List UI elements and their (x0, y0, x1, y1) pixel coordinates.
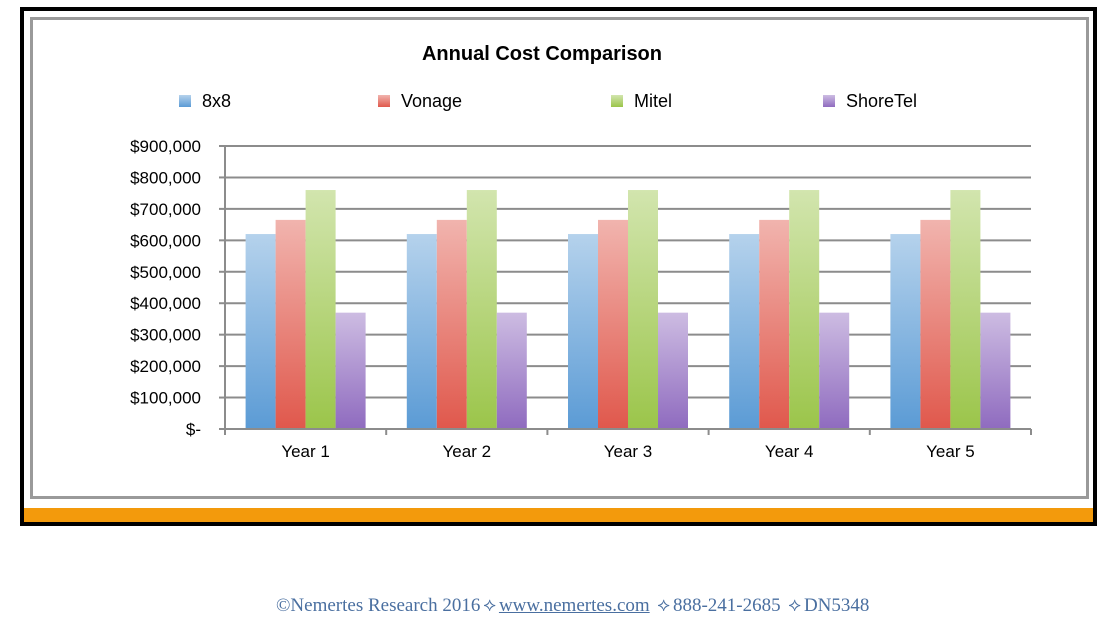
bar-chart: Annual Cost Comparison 8x8 Vonage Mitel Sho… (130, 43, 1032, 461)
legend-label: Vonage (401, 91, 462, 111)
bar-vonage-year-1 (275, 219, 306, 429)
x-tick-label: Year 2 (443, 442, 492, 461)
bar-mitel-year-5 (950, 190, 981, 429)
legend-label: Mitel (634, 91, 672, 111)
bar-mitel-year-1 (305, 190, 336, 429)
y-tick-label: $200,000 (130, 357, 201, 376)
bar-8x8-year-4 (729, 234, 760, 429)
footer-separator: ⟡ (657, 595, 670, 616)
footer-website-link[interactable]: www.nemertes.com (498, 595, 650, 616)
legend: 8x8 Vonage Mitel ShoreTel (179, 91, 917, 111)
x-axis-labels: Year 1 Year 2 Year 3 Year 4 Year 5 (281, 442, 974, 461)
y-tick-label: $900,000 (130, 137, 201, 156)
legend-label: 8x8 (202, 91, 231, 111)
y-tick-label: $600,000 (130, 231, 201, 250)
bar-shoretel-year-1 (335, 312, 366, 429)
y-tick-label: $100,000 (130, 389, 201, 408)
chart-frame: Annual Cost Comparison 8x8 Vonage Mitel Sho… (20, 7, 1097, 526)
bar-mitel-year-2 (466, 190, 497, 429)
footer-doc-id: DN5348 (803, 595, 870, 616)
axes (224, 146, 1032, 435)
legend-swatch (823, 95, 835, 107)
x-tick-label: Year 4 (765, 442, 814, 461)
bar-8x8-year-1 (245, 234, 276, 429)
accent-band (24, 508, 1093, 522)
y-axis-labels: $- $100,000 $200,000 $300,000 $400,000 $500,0… (130, 137, 201, 439)
bar-vonage-year-2 (436, 219, 467, 429)
bar-vonage-year-3 (598, 219, 628, 429)
legend-swatch (378, 95, 390, 107)
chart-title: Annual Cost Comparison (422, 43, 662, 65)
bar-vonage-year-4 (759, 219, 790, 429)
bar-shoretel-year-2 (496, 312, 527, 429)
y-tick-label: $800,000 (130, 168, 201, 187)
chart-area: Annual Cost Comparison 8x8 Vonage Mitel Sho… (30, 17, 1089, 499)
x-tick-label: Year 5 (926, 442, 975, 461)
bar-mitel-year-4 (789, 190, 820, 429)
footer: ©Nemertes Research 2016 ⟡ www.nemertes.com… (276, 595, 869, 617)
x-tick-label: Year 3 (604, 442, 653, 461)
footer-separator: ⟡ (788, 595, 801, 616)
bar-8x8-year-2 (406, 234, 437, 429)
y-tick-label: $700,000 (130, 200, 201, 219)
y-tick-label: $500,000 (130, 263, 201, 282)
y-tick-label: $300,000 (130, 326, 201, 345)
footer-phone: 888-241-2685 (672, 595, 781, 616)
bar-shoretel-year-3 (658, 312, 688, 429)
bar-shoretel-year-5 (980, 312, 1011, 429)
y-tick-label: $400,000 (130, 294, 201, 313)
bar-vonage-year-5 (920, 219, 951, 429)
legend-label: ShoreTel (846, 91, 917, 111)
legend-swatch (179, 95, 191, 107)
footer-separator: ⟡ (483, 595, 496, 616)
bar-8x8-year-3 (568, 234, 598, 429)
footer-copyright: ©Nemertes Research 2016 (276, 595, 481, 616)
bar-mitel-year-3 (628, 190, 658, 429)
bars (245, 190, 1011, 429)
legend-swatch (611, 95, 623, 107)
bar-shoretel-year-4 (819, 312, 850, 429)
bar-8x8-year-5 (890, 234, 921, 429)
y-tick-label: $- (186, 420, 201, 439)
x-tick-label: Year 1 (281, 442, 330, 461)
